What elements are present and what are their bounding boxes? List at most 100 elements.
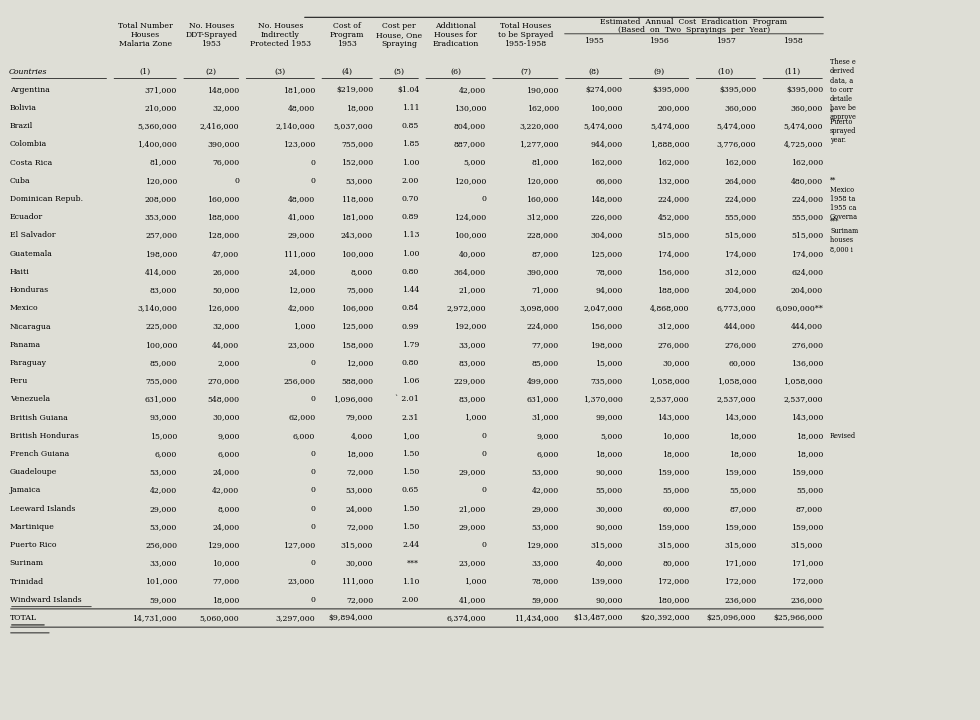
Text: 44,000: 44,000 xyxy=(213,341,239,348)
Text: 224,000: 224,000 xyxy=(658,195,690,203)
Text: 353,000: 353,000 xyxy=(145,213,177,221)
Text: 312,000: 312,000 xyxy=(526,213,559,221)
Text: 804,000: 804,000 xyxy=(454,122,486,130)
Text: 53,000: 53,000 xyxy=(346,487,373,495)
Text: 59,000: 59,000 xyxy=(150,595,177,604)
Text: 6,000: 6,000 xyxy=(293,432,316,440)
Text: 10,000: 10,000 xyxy=(212,559,239,567)
Text: 6,000: 6,000 xyxy=(155,450,177,458)
Text: $20,392,000: $20,392,000 xyxy=(640,614,690,622)
Text: (6): (6) xyxy=(450,68,462,76)
Text: 1,400,000: 1,400,000 xyxy=(137,140,177,148)
Text: 148,000: 148,000 xyxy=(591,195,622,203)
Text: 315,000: 315,000 xyxy=(590,541,622,549)
Text: French Guiana: French Guiana xyxy=(10,450,69,458)
Text: 0: 0 xyxy=(311,158,316,166)
Text: 190,000: 190,000 xyxy=(526,86,559,94)
Text: 390,000: 390,000 xyxy=(207,140,239,148)
Text: 78,000: 78,000 xyxy=(596,268,622,276)
Text: 198,000: 198,000 xyxy=(145,250,177,258)
Text: 276,000: 276,000 xyxy=(658,341,690,348)
Text: 40,000: 40,000 xyxy=(459,250,486,258)
Text: 0: 0 xyxy=(311,595,316,604)
Text: Revised: Revised xyxy=(830,432,857,440)
Text: 59,000: 59,000 xyxy=(531,595,559,604)
Text: 226,000: 226,000 xyxy=(591,213,622,221)
Text: 208,000: 208,000 xyxy=(145,195,177,203)
Text: 515,000: 515,000 xyxy=(658,231,690,240)
Text: $13,487,000: $13,487,000 xyxy=(573,614,622,622)
Text: 21,000: 21,000 xyxy=(459,505,486,513)
Text: These e
derived
data, a
to corr
detaile
have be
approve: These e derived data, a to corr detaile … xyxy=(830,58,857,122)
Text: 90,000: 90,000 xyxy=(595,523,622,531)
Text: 0: 0 xyxy=(311,505,316,513)
Text: 29,000: 29,000 xyxy=(459,468,486,477)
Text: 55,000: 55,000 xyxy=(729,487,757,495)
Text: 499,000: 499,000 xyxy=(526,377,559,385)
Text: 236,000: 236,000 xyxy=(724,595,757,604)
Text: Total Number
Houses
Malaria Zone: Total Number Houses Malaria Zone xyxy=(118,22,172,48)
Text: 77,000: 77,000 xyxy=(531,341,559,348)
Text: 171,000: 171,000 xyxy=(724,559,757,567)
Text: Panama: Panama xyxy=(10,341,41,348)
Text: 156,000: 156,000 xyxy=(658,268,690,276)
Text: Leeward Islands: Leeward Islands xyxy=(10,505,75,513)
Text: 0: 0 xyxy=(311,468,316,477)
Text: 5,360,000: 5,360,000 xyxy=(137,122,177,130)
Text: 53,000: 53,000 xyxy=(150,523,177,531)
Text: 555,000: 555,000 xyxy=(724,213,757,221)
Text: 18,000: 18,000 xyxy=(796,432,823,440)
Text: 29,000: 29,000 xyxy=(459,523,486,531)
Text: 53,000: 53,000 xyxy=(346,177,373,185)
Text: Estimated  Annual  Cost  Eradication  Program: Estimated Annual Cost Eradication Progra… xyxy=(601,18,788,27)
Text: $274,000: $274,000 xyxy=(586,86,622,94)
Text: $25,096,000: $25,096,000 xyxy=(707,614,757,622)
Text: 1,058,000: 1,058,000 xyxy=(650,377,690,385)
Text: 80,000: 80,000 xyxy=(662,559,690,567)
Text: 72,000: 72,000 xyxy=(346,595,373,604)
Text: 2,047,000: 2,047,000 xyxy=(583,305,622,312)
Text: 100,000: 100,000 xyxy=(454,231,486,240)
Text: 48,000: 48,000 xyxy=(288,104,316,112)
Text: 6,374,000: 6,374,000 xyxy=(447,614,486,622)
Text: Cuba: Cuba xyxy=(10,177,30,185)
Text: 2,537,000: 2,537,000 xyxy=(650,395,690,403)
Text: 83,000: 83,000 xyxy=(150,286,177,294)
Text: 0: 0 xyxy=(311,177,316,185)
Text: No. Houses
Indirectly
Protected 1953: No. Houses Indirectly Protected 1953 xyxy=(250,22,311,48)
Text: 129,000: 129,000 xyxy=(526,541,559,549)
Text: Paraguay: Paraguay xyxy=(10,359,47,367)
Text: 315,000: 315,000 xyxy=(724,541,757,549)
Text: 83,000: 83,000 xyxy=(459,395,486,403)
Text: 18,000: 18,000 xyxy=(729,450,757,458)
Text: 1.13: 1.13 xyxy=(402,231,419,240)
Text: 24,000: 24,000 xyxy=(213,523,239,531)
Text: Additional
Houses for
Eradication: Additional Houses for Eradication xyxy=(432,22,479,48)
Text: 1.00: 1.00 xyxy=(402,250,419,258)
Text: 755,000: 755,000 xyxy=(341,140,373,148)
Text: 0: 0 xyxy=(481,541,486,549)
Text: 6,000: 6,000 xyxy=(536,450,559,458)
Text: El Salvador: El Salvador xyxy=(10,231,56,240)
Text: 24,000: 24,000 xyxy=(346,505,373,513)
Text: 120,000: 120,000 xyxy=(454,177,486,185)
Text: 126,000: 126,000 xyxy=(208,305,239,312)
Text: 24,000: 24,000 xyxy=(288,268,316,276)
Text: 15,000: 15,000 xyxy=(150,432,177,440)
Text: (9): (9) xyxy=(654,68,664,76)
Text: 2.00: 2.00 xyxy=(402,595,419,604)
Text: 125,000: 125,000 xyxy=(341,323,373,330)
Text: 174,000: 174,000 xyxy=(658,250,690,258)
Text: 172,000: 172,000 xyxy=(658,577,690,585)
Text: 452,000: 452,000 xyxy=(658,213,690,221)
Text: 143,000: 143,000 xyxy=(724,413,757,422)
Text: Total Houses
to be Sprayed
1955-1958: Total Houses to be Sprayed 1955-1958 xyxy=(498,22,553,48)
Text: 5,000: 5,000 xyxy=(464,158,486,166)
Text: 0: 0 xyxy=(481,487,486,495)
Text: 555,000: 555,000 xyxy=(791,213,823,221)
Text: 228,000: 228,000 xyxy=(526,231,559,240)
Text: 0: 0 xyxy=(311,487,316,495)
Text: 30,000: 30,000 xyxy=(662,359,690,367)
Text: 6,090,000**: 6,090,000** xyxy=(775,305,823,312)
Text: 85,000: 85,000 xyxy=(150,359,177,367)
